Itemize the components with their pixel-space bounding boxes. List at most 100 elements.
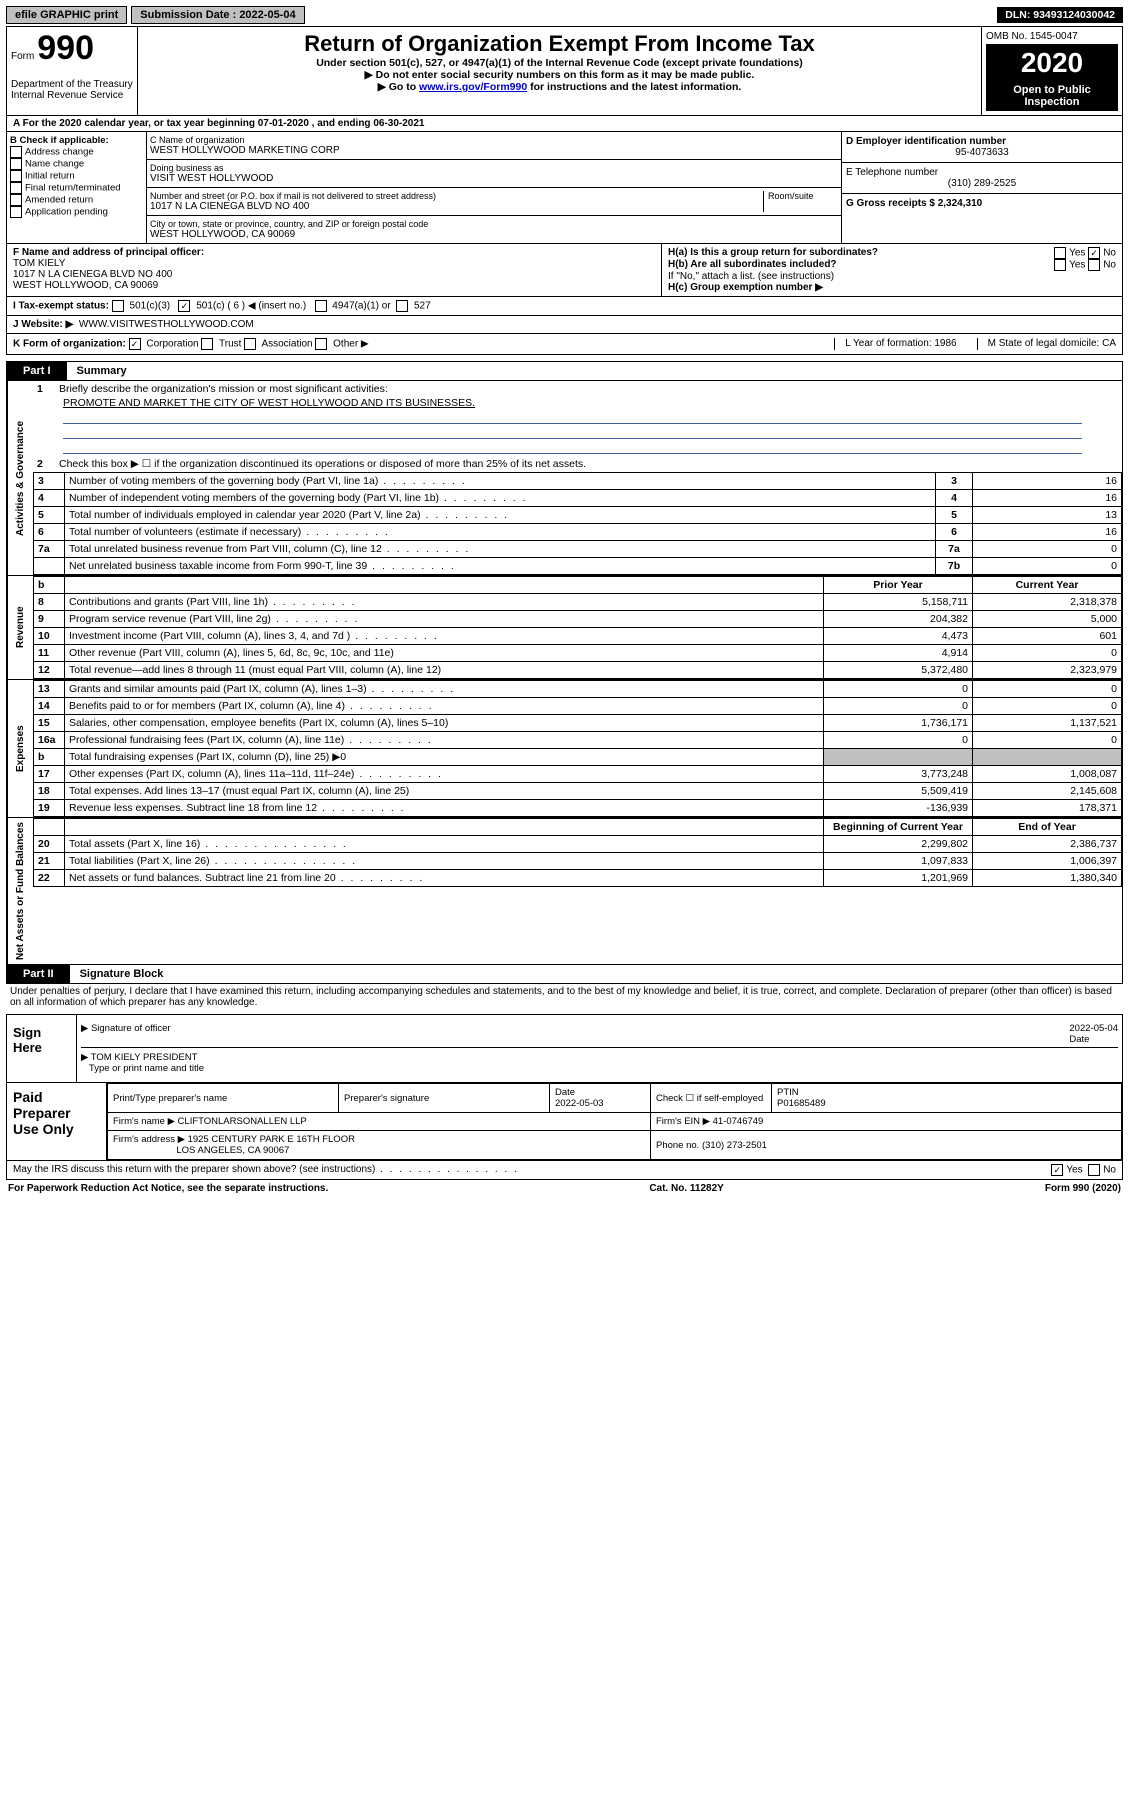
table-row: Beginning of Current YearEnd of Year [34, 819, 1122, 836]
m-state: M State of legal domicile: CA [977, 338, 1116, 350]
vlabel-netassets: Net Assets or Fund Balances [7, 818, 33, 964]
row-fh: F Name and address of principal officer:… [6, 244, 1123, 297]
sign-here-row: Sign Here ▶ Signature of officer 2022-05… [7, 1015, 1122, 1082]
table-row: 19Revenue less expenses. Subtract line 1… [34, 800, 1122, 817]
firm-addr2: LOS ANGELES, CA 90067 [176, 1145, 289, 1156]
cb-4947[interactable] [315, 300, 327, 312]
vlabel-revenue: Revenue [7, 576, 33, 679]
cb-501c3[interactable] [112, 300, 124, 312]
omb-number: OMB No. 1545-0047 [986, 31, 1118, 45]
ein-label: D Employer identification number [846, 136, 1118, 147]
hb-no-cb[interactable] [1088, 259, 1100, 271]
sign-here-label: Sign Here [7, 1015, 77, 1082]
warn-post: for instructions and the latest informat… [530, 81, 741, 93]
ha-yes-cb[interactable] [1054, 247, 1066, 259]
revenue-section: Revenue bPrior YearCurrent Year 8Contrib… [6, 576, 1123, 680]
cb-527[interactable] [396, 300, 408, 312]
hb-yesno: Yes No [1054, 259, 1116, 271]
submission-date: Submission Date : 2022-05-04 [131, 6, 304, 24]
cb-other[interactable] [315, 338, 327, 350]
pt-date-label: Date [555, 1087, 575, 1098]
city-label: City or town, state or province, country… [150, 219, 838, 229]
warn-link-row: ▶ Go to www.irs.gov/Form990 for instruct… [142, 81, 977, 93]
governance-body: 1 Briefly describe the organization's mi… [33, 381, 1122, 575]
cb-trust[interactable] [201, 338, 213, 350]
part2-title: Signature Block [70, 968, 164, 980]
discuss-no-cb[interactable] [1088, 1164, 1100, 1176]
f-name: TOM KIELY [13, 258, 65, 269]
firm-addr-label: Firm's address ▶ [113, 1134, 185, 1145]
sign-here-body: ▶ Signature of officer 2022-05-04Date ▶ … [77, 1015, 1122, 1082]
table-row: 5Total number of individuals employed in… [34, 507, 1122, 524]
part1-header: Part I Summary [6, 361, 1123, 381]
dln: DLN: 93493124030042 [997, 7, 1123, 23]
cb-final[interactable]: Final return/terminated [10, 182, 143, 194]
line-2: 2 Check this box ▶ ☐ if the organization… [33, 456, 1122, 472]
table-row: 8Contributions and grants (Part VIII, li… [34, 594, 1122, 611]
sig-officer-line: ▶ Signature of officer 2022-05-04Date [81, 1021, 1118, 1048]
paid-preparer-row: Paid Preparer Use Only Print/Type prepar… [7, 1082, 1122, 1160]
discuss-yes-cb[interactable]: ✓ [1051, 1164, 1063, 1176]
revenue-body: bPrior YearCurrent Year 8Contributions a… [33, 576, 1122, 679]
cb-assoc[interactable] [244, 338, 256, 350]
addr-value: 1017 N LA CIENEGA BLVD NO 400 [150, 201, 763, 212]
discuss-yesno: ✓Yes No [1051, 1164, 1116, 1176]
table-row: Net unrelated business taxable income fr… [34, 558, 1122, 575]
table-row: 18Total expenses. Add lines 13–17 (must … [34, 783, 1122, 800]
cb-pending[interactable]: Application pending [10, 206, 143, 218]
table-row: 17Other expenses (Part IX, column (A), l… [34, 766, 1122, 783]
form-footer: Form 990 (2020) [1045, 1183, 1121, 1194]
gross-row: G Gross receipts $ 2,324,310 [842, 194, 1122, 213]
ein-value: 95-4073633 [846, 147, 1118, 158]
expenses-section: Expenses 13Grants and similar amounts pa… [6, 680, 1123, 818]
phone-label: E Telephone number [846, 167, 1118, 178]
cb-501c[interactable]: ✓ [178, 300, 190, 312]
i-label: I Tax-exempt status: [13, 301, 109, 312]
table-row: 11Other revenue (Part VIII, column (A), … [34, 645, 1122, 662]
sig-officer-label: Signature of officer [91, 1023, 171, 1034]
gross-receipts: G Gross receipts $ 2,324,310 [846, 198, 982, 209]
preparer-table: Print/Type preparer's name Preparer's si… [107, 1083, 1122, 1160]
ha-no-cb[interactable]: ✓ [1088, 247, 1100, 259]
hb-yes-cb[interactable] [1054, 259, 1066, 271]
irs-link[interactable]: www.irs.gov/Form990 [419, 81, 527, 93]
hdr-beg: Beginning of Current Year [824, 819, 973, 836]
part1-tab: Part I [7, 362, 67, 380]
k-label: K Form of organization: [13, 339, 126, 350]
table-row: 7aTotal unrelated business revenue from … [34, 541, 1122, 558]
ha-yesno: Yes ✓No [1054, 247, 1116, 259]
mission-blank-1 [63, 411, 1082, 424]
tax-year: 2020 [986, 45, 1118, 81]
col-b: B Check if applicable: Address change Na… [7, 132, 147, 243]
cb-amended[interactable]: Amended return [10, 194, 143, 206]
mission-text: PROMOTE AND MARKET THE CITY OF WEST HOLL… [33, 397, 1122, 409]
firm-phone: (310) 273-2501 [702, 1140, 767, 1151]
row-j: J Website: ▶ WWW.VISITWESTHOLLYWOOD.COM [6, 316, 1123, 334]
firm-name-label: Firm's name ▶ [113, 1116, 175, 1127]
f-addr1: 1017 N LA CIENEGA BLVD NO 400 [13, 269, 172, 280]
org-name: WEST HOLLYWOOD MARKETING CORP [150, 145, 838, 156]
hdr-end: End of Year [973, 819, 1122, 836]
cb-address[interactable]: Address change [10, 146, 143, 158]
hb-note: If "No," attach a list. (see instruction… [668, 271, 1116, 282]
form-number: 990 [37, 29, 94, 67]
part2-tab: Part II [7, 965, 70, 983]
officer-name: TOM KIELY PRESIDENT [91, 1052, 198, 1063]
warn-ssn: ▶ Do not enter social security numbers o… [142, 69, 977, 81]
org-name-row: C Name of organization WEST HOLLYWOOD MA… [147, 132, 841, 160]
pt-check: Check ☐ if self-employed [651, 1084, 772, 1113]
hdr-prior: Prior Year [824, 577, 973, 594]
cb-name[interactable]: Name change [10, 158, 143, 170]
firm-ein: 41-0746749 [713, 1116, 764, 1127]
cb-corp[interactable]: ✓ [129, 338, 141, 350]
open-public: Open to Public Inspection [986, 81, 1118, 111]
vlabel-governance: Activities & Governance [7, 381, 33, 575]
firm-addr1: 1925 CENTURY PARK E 16TH FLOOR [188, 1134, 355, 1145]
governance-table: 3Number of voting members of the governi… [33, 472, 1122, 575]
row-klm: K Form of organization: ✓ Corporation Tr… [6, 334, 1123, 355]
paperwork-footer: For Paperwork Reduction Act Notice, see … [6, 1180, 1123, 1197]
cb-initial[interactable]: Initial return [10, 170, 143, 182]
l-year: L Year of formation: 1986 [834, 338, 956, 350]
type-name-label: Type or print name and title [89, 1063, 204, 1074]
efile-badge: efile GRAPHIC print [6, 6, 127, 24]
